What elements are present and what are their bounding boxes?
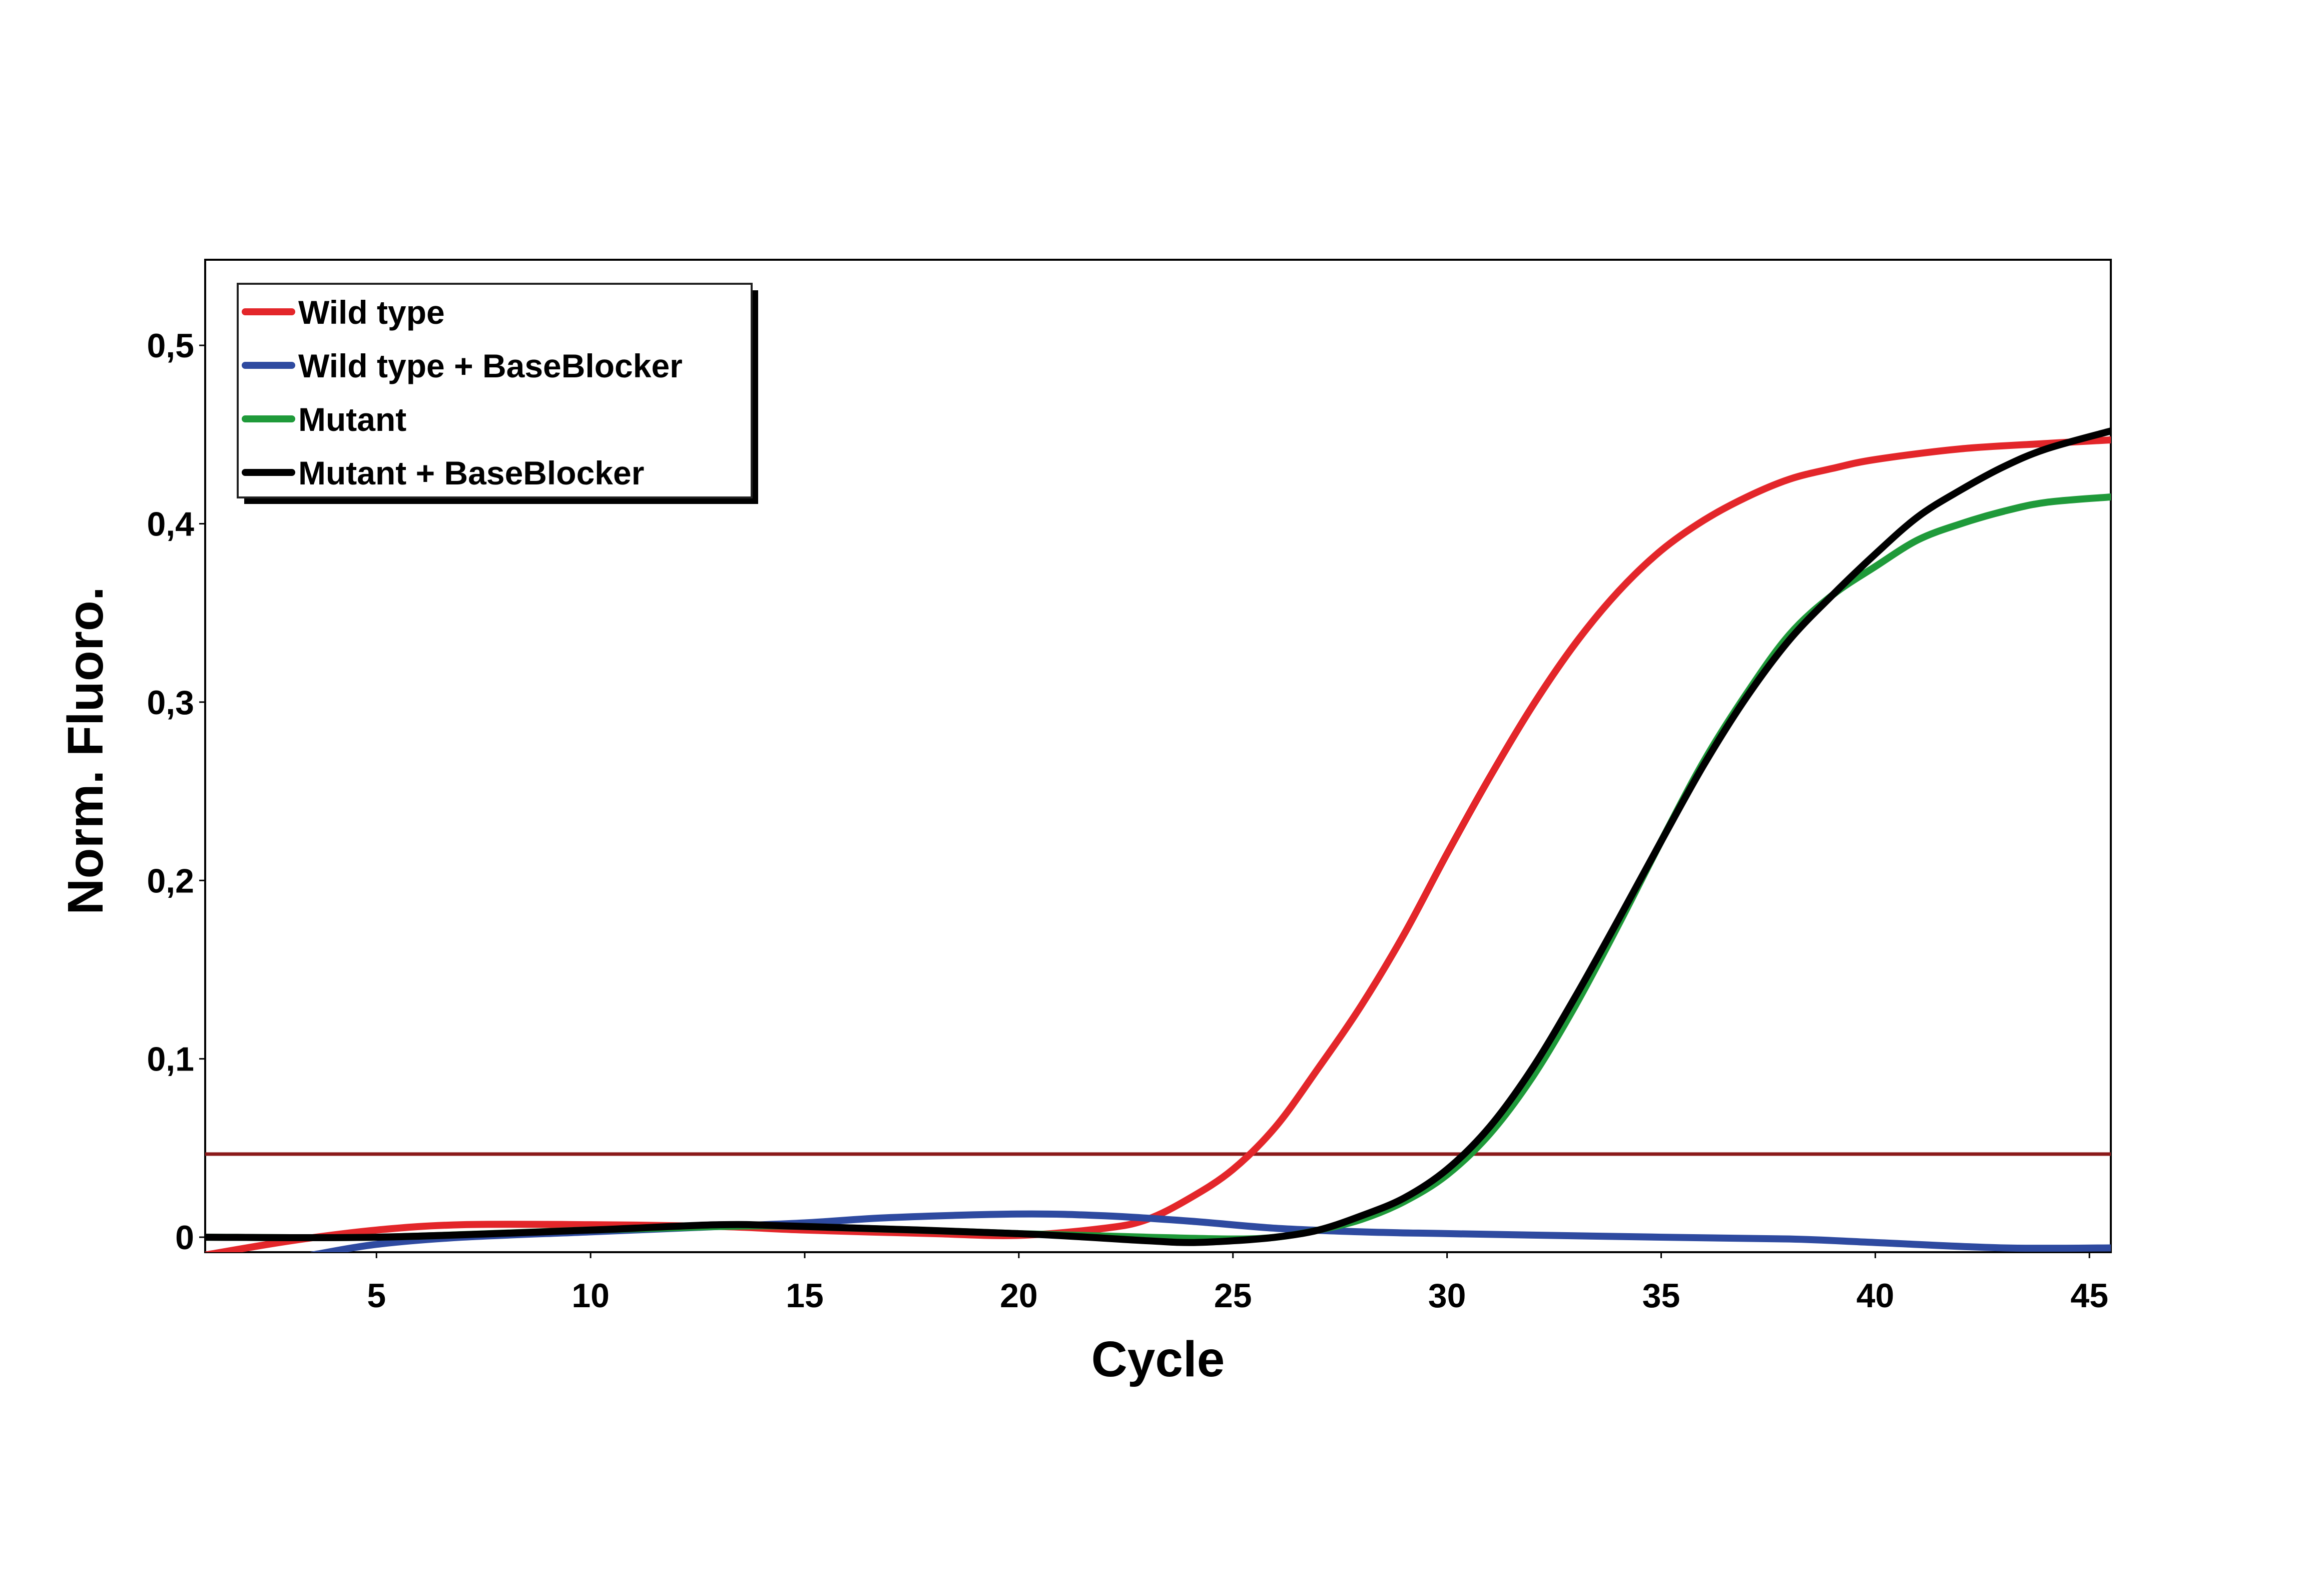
y-tick-label: 0,5: [147, 327, 194, 365]
y-tick-label: 0,2: [147, 862, 194, 900]
legend-label-wild-type: Wild type: [298, 294, 445, 331]
x-tick-label: 45: [2070, 1277, 2108, 1315]
y-axis-title: Norm. Fluoro.: [58, 587, 114, 915]
x-tick-label: 20: [1000, 1277, 1038, 1315]
x-tick-label: 15: [786, 1277, 824, 1315]
legend: Wild type Wild type + BaseBlocker Mutant Mu…: [237, 283, 758, 504]
x-tick-label: 35: [1642, 1277, 1680, 1315]
x-tick-label: 40: [1857, 1277, 1895, 1315]
y-tick-label: 0: [175, 1219, 194, 1257]
legend-label-wild-type-baseblocker: Wild type + BaseBlocker: [298, 347, 683, 384]
y-tick-label: 0,3: [147, 684, 194, 722]
x-tick-label: 25: [1214, 1277, 1252, 1315]
y-tick-label: 0,1: [147, 1040, 194, 1079]
legend-label-mutant-baseblocker: Mutant + BaseBlocker: [298, 454, 644, 491]
legend-label-mutant: Mutant: [298, 401, 406, 438]
x-tick-label: 30: [1428, 1277, 1466, 1315]
legend-box: [237, 283, 753, 498]
y-tick-label: 0,4: [147, 505, 194, 543]
x-tick-label: 10: [571, 1277, 610, 1315]
series-line-mutant-baseblocker: [205, 427, 2111, 1246]
x-axis-title: Cycle: [1091, 1331, 1225, 1387]
x-tick-label: 5: [367, 1277, 386, 1315]
